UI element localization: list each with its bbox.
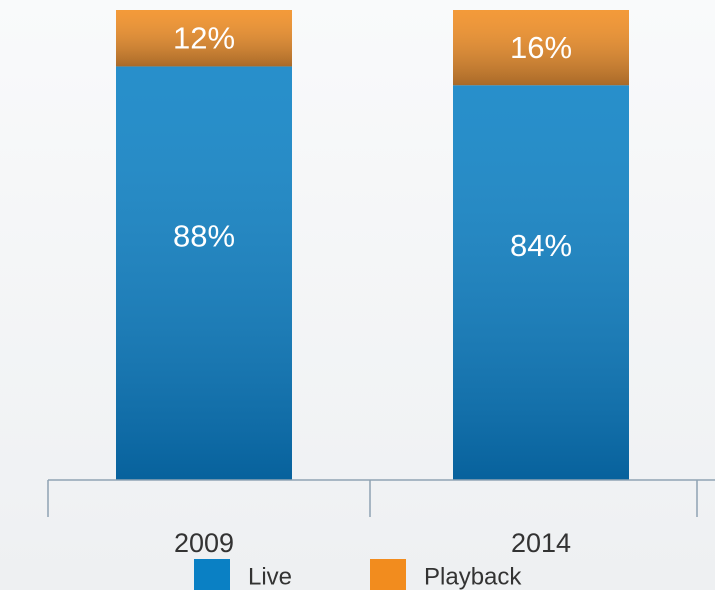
data-label: 16% xyxy=(510,30,572,65)
legend-swatch xyxy=(370,559,406,590)
data-label: 12% xyxy=(173,20,235,55)
plot: 88% 12% 84% 16% xyxy=(116,10,629,481)
legend-label: Live xyxy=(248,563,292,590)
axis xyxy=(47,479,715,517)
bar-shade xyxy=(116,10,292,67)
legend-swatch xyxy=(194,559,230,590)
legend-label: Playback xyxy=(424,563,522,590)
bar-shade xyxy=(453,85,629,480)
x-tick-label: 2009 xyxy=(174,528,234,558)
bar-shade xyxy=(453,10,629,86)
data-label: 84% xyxy=(510,228,572,263)
bar-shade xyxy=(116,66,292,481)
data-label: 88% xyxy=(173,218,235,253)
x-tick-label: 2014 xyxy=(511,528,571,558)
